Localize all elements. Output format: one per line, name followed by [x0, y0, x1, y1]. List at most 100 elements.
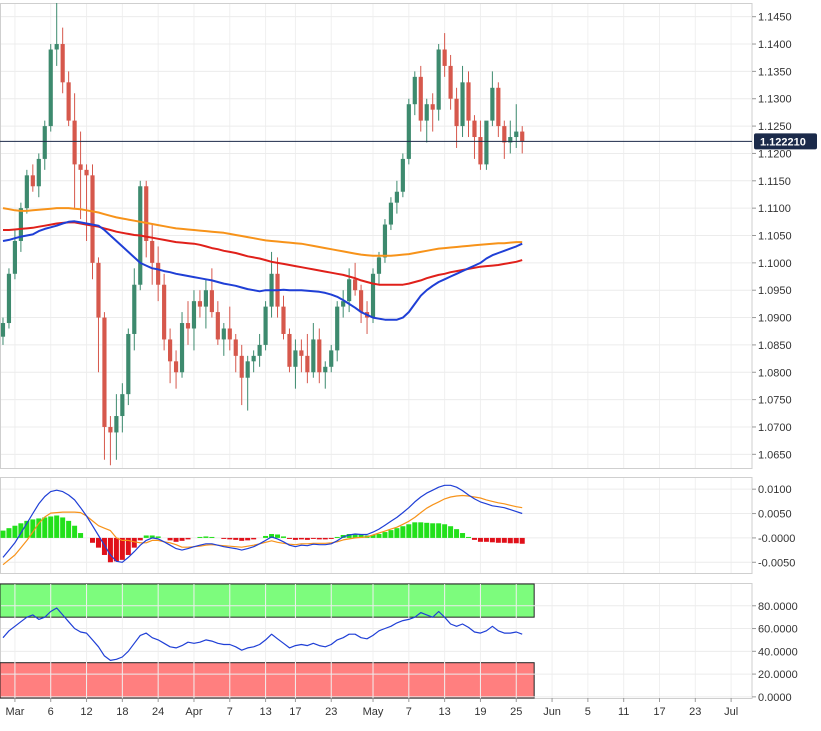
macd-axis-tick-label-1: 0.0050 — [758, 509, 792, 521]
candle-body — [454, 98, 459, 127]
macd-histogram-bar — [209, 536, 215, 538]
macd-histogram-bar — [430, 523, 436, 538]
candle-body — [233, 339, 238, 356]
candle-body — [370, 273, 376, 318]
price-axis-tick-label-8: 1.1050 — [758, 231, 792, 243]
x-tick-label-8: 17 — [289, 706, 301, 718]
rsi-axis-tick-label-3: 20.0000 — [758, 669, 798, 681]
candle-body — [179, 323, 185, 373]
macd-histogram-bar — [137, 537, 143, 541]
price-axis-tick-label-7: 1.1100 — [758, 203, 791, 215]
macd-histogram-bar — [12, 525, 18, 538]
candle-body — [406, 104, 411, 159]
macd-histogram-bar — [448, 526, 454, 538]
rsi-axis-tick-label-4: 0.0000 — [758, 692, 792, 704]
candle-body — [329, 350, 334, 367]
rsi-panel: 80.0000 60.0000 40.0000 20.0000 0.0000 — [0, 583, 798, 704]
macd-histogram-bar — [203, 536, 209, 538]
macd-histogram-bar — [489, 537, 495, 543]
candle-body — [257, 344, 262, 356]
candle-body — [132, 284, 137, 334]
candle-body — [436, 49, 441, 110]
macd-histogram-bar — [400, 526, 406, 538]
candle-body — [150, 240, 155, 263]
candle-body — [287, 333, 292, 367]
price-axis-tick-label-10: 1.0950 — [758, 285, 792, 297]
candle-body — [120, 394, 125, 417]
candle-body — [108, 426, 113, 433]
macd-histogram-bar — [149, 535, 155, 538]
macd-histogram-bar — [233, 537, 239, 540]
macd-histogram-bar — [418, 522, 424, 538]
macd-histogram-bar — [131, 537, 137, 548]
macd-histogram-bar — [42, 517, 48, 538]
price-axis-tick-label-2: 1.1350 — [758, 66, 792, 78]
macd-axis-tick-label-3: -0.0050 — [758, 557, 795, 569]
rsi-axis-tick-label-2: 40.0000 — [758, 646, 798, 658]
macd-histogram-bar — [143, 535, 149, 538]
candle-body — [36, 158, 41, 187]
macd-histogram-bar — [95, 537, 101, 548]
macd-histogram-bar — [101, 537, 107, 555]
candle-body — [221, 328, 226, 340]
macd-histogram-bar — [370, 534, 376, 538]
price-axis-tick-label-6: 1.1150 — [758, 176, 791, 188]
candle-body — [24, 175, 29, 209]
macd-histogram-bar — [251, 537, 257, 540]
candle-body — [203, 290, 208, 307]
macd-histogram-bar — [173, 537, 179, 542]
candle-body — [90, 175, 95, 263]
macd-histogram-bar — [227, 537, 233, 540]
macd-histogram-bar — [197, 536, 203, 538]
macd-histogram-bar — [90, 537, 96, 543]
macd-histogram-bar — [394, 528, 400, 538]
macd-histogram-bar — [454, 529, 460, 538]
candle-body — [60, 44, 65, 83]
macd-axis-tick-label-0: 0.0100 — [758, 484, 792, 496]
x-tick-label-15: Jun — [543, 706, 561, 718]
blue-moving-average-line — [2, 220, 523, 321]
x-tick-label-10: May — [363, 706, 384, 718]
x-tick-label-6: 7 — [227, 706, 233, 718]
macd-histogram-bar — [501, 537, 507, 543]
macd-histogram-bar — [495, 537, 501, 543]
x-tick-label-12: 13 — [439, 706, 451, 718]
candle-body — [484, 120, 489, 165]
candle-body — [245, 361, 250, 378]
macd-histogram-bar — [6, 528, 12, 538]
candle-body — [442, 49, 447, 66]
price-axis-tick-label-15: 1.0700 — [758, 422, 792, 434]
candle-body — [317, 339, 322, 373]
candle-body — [209, 290, 214, 313]
macd-histogram-bar — [519, 537, 525, 544]
price-axis-tick-label-12: 1.0850 — [758, 340, 792, 352]
candle-body — [281, 306, 286, 334]
macd-histogram-bar — [179, 537, 185, 541]
price-axis-tick-label-1: 1.1400 — [758, 39, 792, 51]
macd-histogram-bar — [310, 537, 316, 539]
candle-body — [263, 306, 268, 345]
candle-body — [490, 87, 495, 121]
rsi-axis-tick-label-1: 60.0000 — [758, 624, 798, 636]
macd-histogram-bar — [406, 524, 412, 538]
price-axis-tick-label-16: 1.0650 — [758, 449, 792, 461]
x-tick-label-0: Mar — [5, 706, 24, 718]
macd-histogram-bar — [60, 517, 66, 538]
macd-histogram-bar — [376, 534, 382, 538]
candle-body — [144, 186, 149, 241]
candle-body — [502, 126, 507, 143]
macd-histogram-bar — [292, 537, 298, 540]
macd-histogram-bar — [316, 537, 322, 540]
macd-histogram-bar — [358, 534, 364, 538]
macd-histogram-bar — [412, 522, 418, 538]
x-tick-label-9: 23 — [325, 706, 337, 718]
macd-histogram-bar — [328, 537, 334, 539]
candle-body — [54, 44, 59, 50]
candle-body — [341, 301, 346, 307]
x-axis: Mar 6 12 18 24 Apr 7 13 17 23 May 7 13 19 25 Jun 5 11 17 23… — [5, 698, 738, 718]
candle-body — [173, 361, 179, 373]
rsi-axis-tick-label-0: 80.0000 — [758, 601, 798, 613]
candle-body — [215, 312, 220, 340]
x-tick-label-19: 23 — [689, 706, 701, 718]
x-tick-label-1: 6 — [48, 706, 54, 718]
